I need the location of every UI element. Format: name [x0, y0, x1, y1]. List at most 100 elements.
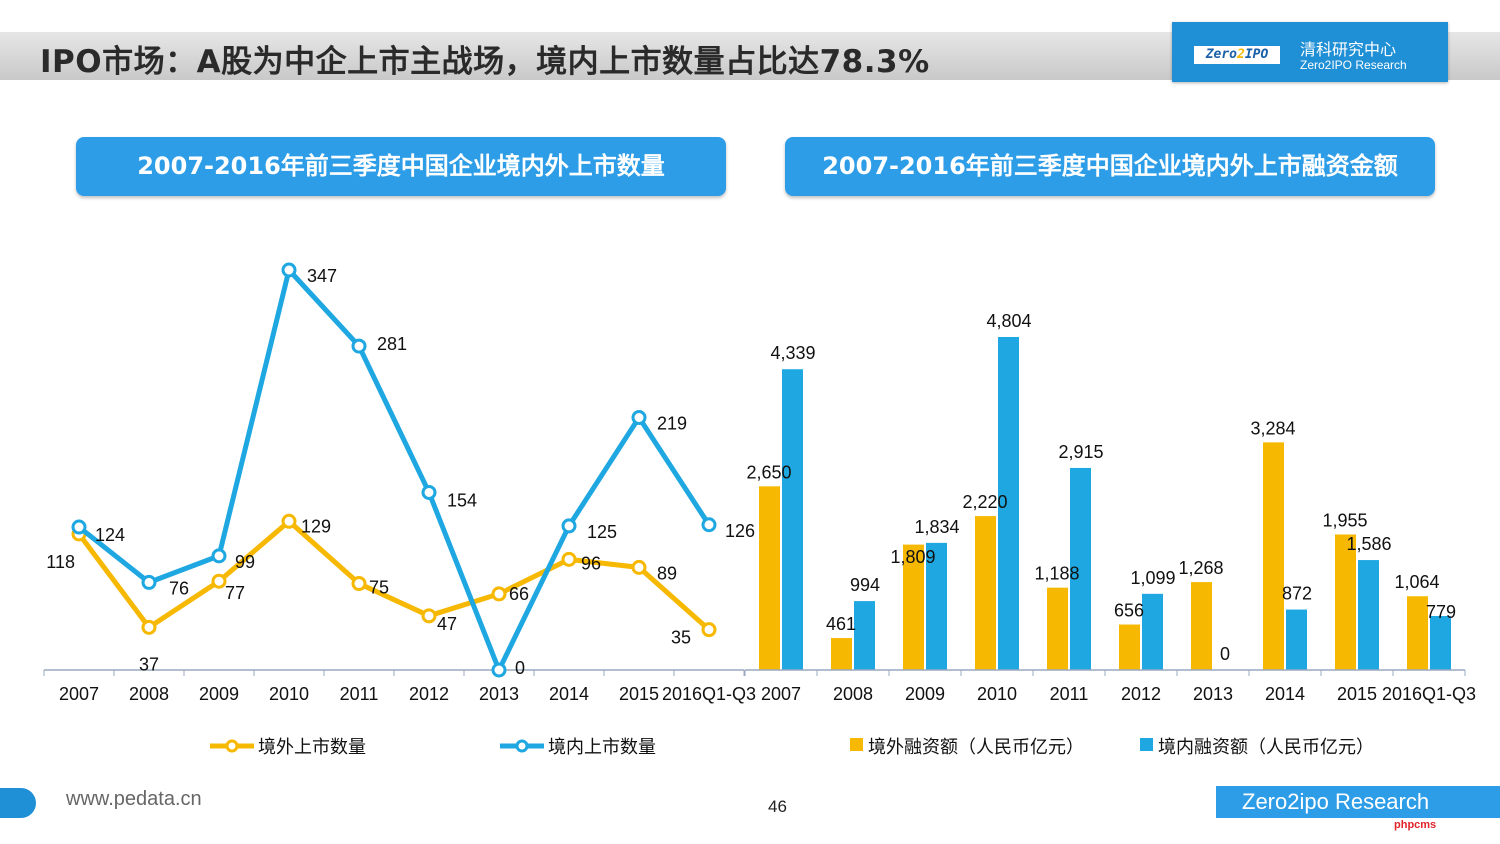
- x-tick-label: 2009: [905, 684, 945, 704]
- overseas-point: [351, 576, 367, 592]
- overseas-bar: [1335, 534, 1356, 670]
- x-tick-label: 2012: [409, 684, 449, 704]
- overseas-point: [491, 586, 507, 602]
- domestic-bar: [926, 542, 947, 670]
- overseas-data-label: 1,188: [1034, 564, 1079, 584]
- x-tick-label: 2012: [1121, 684, 1161, 704]
- footer-tab: [0, 788, 36, 818]
- domestic-bar: [998, 337, 1019, 670]
- domestic-bar: [1142, 593, 1163, 670]
- overseas-data-label: 47: [437, 614, 457, 634]
- overseas-data-label: 2,650: [746, 462, 791, 482]
- overseas-data-label: 1,064: [1394, 572, 1439, 592]
- overseas-data-label: 35: [671, 628, 691, 648]
- x-tick-label: 2016Q1-Q3: [1382, 684, 1476, 704]
- domestic-data-label: 154: [447, 490, 477, 510]
- x-tick-label: 2008: [129, 684, 169, 704]
- domestic-bar: [1070, 467, 1091, 670]
- x-tick-label: 2013: [479, 684, 519, 704]
- domestic-legend-label: 境内上市数量: [548, 737, 656, 758]
- footer-url[interactable]: www.pedata.cn: [66, 788, 202, 810]
- overseas-data-label: 89: [657, 563, 677, 583]
- overseas-point: [141, 619, 157, 635]
- x-tick-label: 2008: [833, 684, 873, 704]
- overseas-data-label: 656: [1114, 601, 1144, 621]
- overseas-data-label: 77: [225, 583, 245, 603]
- overseas-data-label: 1,809: [890, 547, 935, 567]
- overseas-series-line: [76, 518, 711, 632]
- overseas-bar: [759, 486, 780, 670]
- domestic-data-label: 2,915: [1058, 442, 1103, 462]
- overseas-legend-label: 境外上市数量: [258, 737, 366, 758]
- x-tick-label: 2016Q1-Q3: [662, 684, 756, 704]
- left-chart-title: 2007-2016年前三季度中国企业境内外上市数量: [76, 137, 726, 196]
- overseas-data-label: 66: [509, 584, 529, 604]
- domestic-data-label: 99: [235, 552, 255, 572]
- x-tick-label: 2015: [1337, 684, 1377, 704]
- domestic-point: [141, 574, 157, 590]
- watermark: phpcms: [1394, 819, 1437, 831]
- domestic-point: [211, 548, 227, 564]
- listing-count-line-chart: 2007 2008 2009 2010 2011 2012 2013 2014 2015 2016…: [43, 262, 756, 758]
- domestic-series-line: [77, 267, 712, 673]
- overseas-data-label: 1,955: [1322, 510, 1367, 530]
- x-tick-label: 2014: [1265, 684, 1305, 704]
- domestic-bar: [1430, 616, 1451, 670]
- x-tick-label: 2007: [761, 684, 801, 704]
- x-tick-label: 2007: [59, 684, 99, 704]
- domestic-data-label: 872: [1282, 584, 1312, 604]
- overseas-bar: [903, 544, 924, 670]
- overseas-bar: [1191, 582, 1212, 670]
- overseas-data-label: 3,284: [1250, 418, 1295, 438]
- domestic-point: [71, 519, 87, 535]
- logo-badge-mid: 2: [1237, 47, 1245, 62]
- domestic-point: [561, 518, 577, 534]
- overseas-bar: [1119, 624, 1140, 670]
- logo-badge-left: Zero: [1205, 47, 1237, 62]
- logo-badge: Zero2IPO: [1194, 46, 1280, 64]
- x-tick-label: 2014: [549, 684, 589, 704]
- domestic-data-label: 1,099: [1130, 568, 1175, 588]
- domestic-data-label: 126: [725, 521, 755, 541]
- x-tick-label: 2010: [269, 684, 309, 704]
- overseas-legend-swatch: [850, 738, 863, 751]
- overseas-point: [561, 551, 577, 567]
- domestic-point: [631, 410, 647, 426]
- overseas-legend-marker: [225, 739, 239, 753]
- domestic-legend-swatch: [1140, 738, 1153, 751]
- overseas-bar: [831, 638, 852, 670]
- domestic-data-label: 4,804: [986, 311, 1031, 331]
- domestic-data-label: 994: [850, 575, 880, 595]
- overseas-data-label: 129: [301, 516, 331, 536]
- overseas-bar: [1263, 442, 1284, 670]
- domestic-point: [421, 484, 437, 500]
- domestic-data-label: 1,586: [1346, 534, 1391, 554]
- overseas-bar: [975, 516, 996, 670]
- domestic-point: [351, 338, 367, 354]
- x-tick-label: 2009: [199, 684, 239, 704]
- x-tick-label: 2011: [1050, 684, 1089, 704]
- overseas-bar: [1407, 596, 1428, 670]
- domestic-data-label: 76: [169, 578, 189, 598]
- overseas-point: [281, 513, 297, 529]
- x-tick-label: 2013: [1193, 684, 1233, 704]
- domestic-data-label: 281: [377, 334, 407, 354]
- overseas-point: [211, 573, 227, 589]
- logo-en-text: Zero2IPO Research: [1300, 58, 1407, 72]
- domestic-point: [281, 262, 297, 278]
- logo-cn-text: 清科研究中心: [1300, 40, 1397, 59]
- domestic-data-label: 0: [1220, 644, 1230, 664]
- page-number: 46: [768, 797, 787, 816]
- x-tick-label: 2015: [619, 684, 659, 704]
- overseas-legend-label: 境外融资额（人民币亿元）: [868, 737, 1084, 758]
- domestic-bar: [1358, 560, 1379, 670]
- overseas-data-label: 96: [581, 553, 601, 573]
- logo-badge-right: IPO: [1244, 47, 1269, 62]
- domestic-data-label: 1,834: [914, 517, 959, 537]
- overseas-data-label: 461: [826, 614, 856, 634]
- domestic-legend-label: 境内融资额（人民币亿元）: [1158, 737, 1374, 758]
- domestic-data-label: 4,339: [770, 343, 815, 363]
- overseas-data-label: 118: [46, 552, 75, 572]
- overseas-point: [421, 608, 437, 624]
- overseas-data-label: 37: [139, 654, 159, 674]
